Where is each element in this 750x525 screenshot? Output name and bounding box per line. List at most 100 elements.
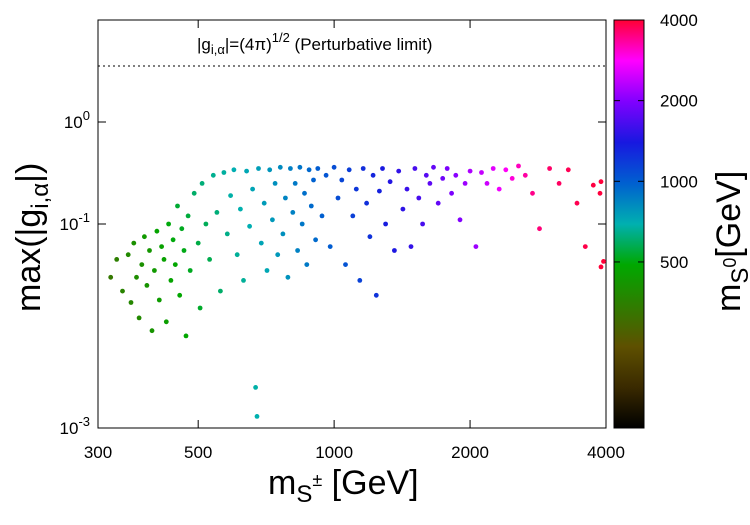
data-point xyxy=(431,164,436,170)
data-point xyxy=(350,213,356,219)
colorbar xyxy=(613,19,645,429)
scatter-points xyxy=(108,163,606,419)
data-point xyxy=(367,234,373,240)
data-point xyxy=(335,195,341,201)
data-point xyxy=(306,167,312,173)
data-point xyxy=(565,167,571,173)
data-point xyxy=(556,181,562,186)
data-point xyxy=(214,210,220,215)
data-point xyxy=(261,200,267,206)
data-point xyxy=(120,288,125,294)
data-point xyxy=(327,244,333,250)
y-axis-ticks: 10-3 10-1 100 xyxy=(60,108,606,438)
data-point xyxy=(420,221,425,227)
data-point xyxy=(154,228,160,234)
data-point xyxy=(285,274,291,280)
colorbar-label: mS0[GeV] xyxy=(710,171,750,312)
data-point xyxy=(457,217,463,223)
data-point xyxy=(299,221,305,227)
data-point xyxy=(377,188,382,194)
data-point xyxy=(139,262,145,267)
data-point xyxy=(360,166,366,171)
data-point xyxy=(590,182,596,188)
colorbar-ticks: 500 1000 2000 4000 xyxy=(614,11,698,272)
data-point xyxy=(161,257,167,262)
data-point xyxy=(170,237,176,243)
data-point xyxy=(408,244,414,250)
data-point xyxy=(218,288,223,294)
data-point xyxy=(315,166,321,171)
data-point xyxy=(280,231,286,237)
data-point xyxy=(203,221,209,227)
data-point xyxy=(387,179,393,185)
data-point xyxy=(440,176,446,181)
data-point xyxy=(582,244,588,250)
data-point xyxy=(221,170,227,175)
data-point xyxy=(601,259,606,264)
colorbar-tick-label: 2000 xyxy=(660,92,698,111)
data-point xyxy=(247,223,253,229)
data-point xyxy=(253,385,258,390)
data-point xyxy=(453,172,459,178)
plot-frame xyxy=(97,19,607,429)
data-point xyxy=(427,181,433,186)
data-point xyxy=(254,414,260,419)
data-point xyxy=(250,186,256,192)
y-tick-label: 10-3 xyxy=(60,414,90,438)
data-point xyxy=(396,168,402,174)
data-point xyxy=(256,166,261,171)
data-point xyxy=(574,200,580,206)
data-point xyxy=(114,257,120,262)
data-point xyxy=(597,190,603,196)
data-point xyxy=(166,221,172,227)
data-point xyxy=(516,163,521,169)
x-tick-label: 500 xyxy=(184,443,212,462)
data-point xyxy=(231,167,237,173)
data-point xyxy=(373,292,379,298)
x-tick-label: 4000 xyxy=(587,443,625,462)
data-point xyxy=(473,244,479,250)
data-point xyxy=(241,278,246,283)
colorbar-tick-label: 500 xyxy=(660,253,688,272)
data-point xyxy=(467,168,473,174)
data-point xyxy=(404,186,410,192)
data-point xyxy=(416,195,422,201)
data-point xyxy=(380,166,385,171)
data-point xyxy=(134,274,139,280)
data-point xyxy=(547,166,552,171)
data-point xyxy=(277,164,283,170)
data-point xyxy=(156,297,162,303)
data-point xyxy=(598,264,604,270)
data-point xyxy=(210,172,216,178)
data-point xyxy=(311,177,316,183)
data-point xyxy=(444,166,450,171)
data-point xyxy=(207,257,213,262)
data-point xyxy=(136,315,142,321)
data-point xyxy=(435,200,441,206)
data-point xyxy=(297,164,303,170)
data-point xyxy=(357,278,363,283)
data-point xyxy=(295,248,300,253)
data-point xyxy=(128,300,134,305)
y-axis-label: max(|gi,α|) xyxy=(10,163,54,312)
y-tick-label: 10-1 xyxy=(60,210,90,234)
data-point xyxy=(159,244,165,250)
data-point xyxy=(313,237,318,243)
y-tick-label: 100 xyxy=(64,108,90,132)
data-point xyxy=(288,166,293,171)
data-point xyxy=(258,240,264,246)
data-point xyxy=(168,278,174,283)
data-point xyxy=(292,181,298,186)
data-point xyxy=(339,177,345,183)
data-point xyxy=(144,283,150,288)
data-point xyxy=(147,248,152,253)
data-point xyxy=(343,262,348,267)
data-point xyxy=(264,268,270,273)
data-point xyxy=(308,203,314,209)
data-point xyxy=(290,210,296,215)
data-point xyxy=(177,292,183,298)
data-point xyxy=(163,319,169,325)
data-point xyxy=(108,274,114,280)
data-point xyxy=(238,206,243,212)
data-point xyxy=(197,305,203,311)
